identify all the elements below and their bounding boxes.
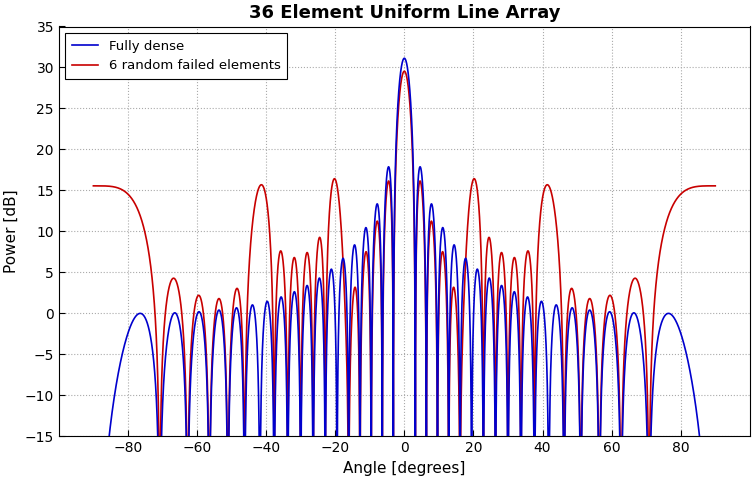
Legend: Fully dense, 6 random failed elements: Fully dense, 6 random failed elements [66,33,287,79]
Fully dense [670,316,679,322]
6 random failed elements [400,68,409,74]
Title: 36 Element Uniform Line Array: 36 Element Uniform Line Array [249,4,560,22]
6 random failed elements [244,277,253,283]
Fully dense [488,306,497,312]
Line: Fully dense: Fully dense [93,58,716,480]
X-axis label: Angle [degrees]: Angle [degrees] [343,461,465,476]
Fully dense [383,167,392,173]
6 random failed elements [383,181,392,187]
6 random failed elements [465,199,474,205]
Fully dense [244,330,253,336]
Fully dense [465,304,474,310]
Y-axis label: Power [dB]: Power [dB] [5,190,19,273]
6 random failed elements [488,268,497,274]
Fully dense [400,55,409,61]
6 random failed elements [89,183,98,189]
6 random failed elements [711,183,720,189]
6 random failed elements [534,234,543,240]
Line: 6 random failed elements: 6 random failed elements [93,71,716,480]
6 random failed elements [670,199,679,204]
Fully dense [534,312,543,318]
